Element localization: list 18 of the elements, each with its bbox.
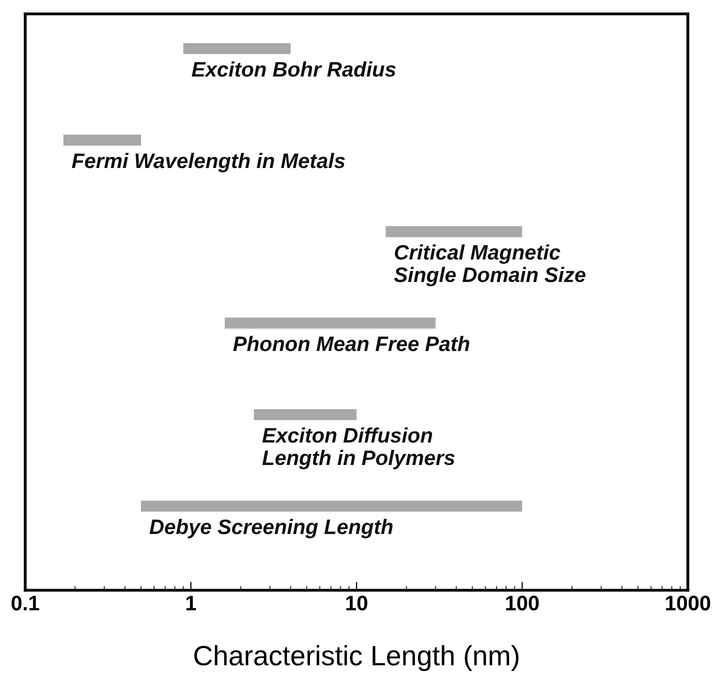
y-tick-label: Debye Screening Length — [150, 518, 393, 538]
x-tick-label: 10 — [346, 596, 368, 610]
y-tick-label: Fermi Wavelength in Metals — [72, 152, 345, 172]
x-tick-label: 1 — [186, 596, 196, 610]
y-tick-label: Exciton Diffusion Length in Polymers — [262, 427, 455, 470]
bar — [63, 134, 142, 146]
bar — [183, 43, 291, 54]
x-axis-title: Characteristic Length (nm) — [194, 645, 518, 672]
x-tick-label: 1000 — [666, 596, 710, 610]
y-tick-label: Exciton Bohr Radius — [192, 61, 396, 77]
bar — [141, 500, 522, 512]
bar — [386, 226, 522, 238]
y-tick-label: Critical Magnetic Single Domain Size — [394, 244, 586, 286]
x-tick-label: 0.1 — [12, 596, 40, 610]
bar — [224, 318, 436, 329]
y-tick-label: Phonon Mean Free Path — [233, 336, 470, 352]
x-tick-label: 100 — [506, 596, 539, 610]
bar — [254, 409, 357, 420]
